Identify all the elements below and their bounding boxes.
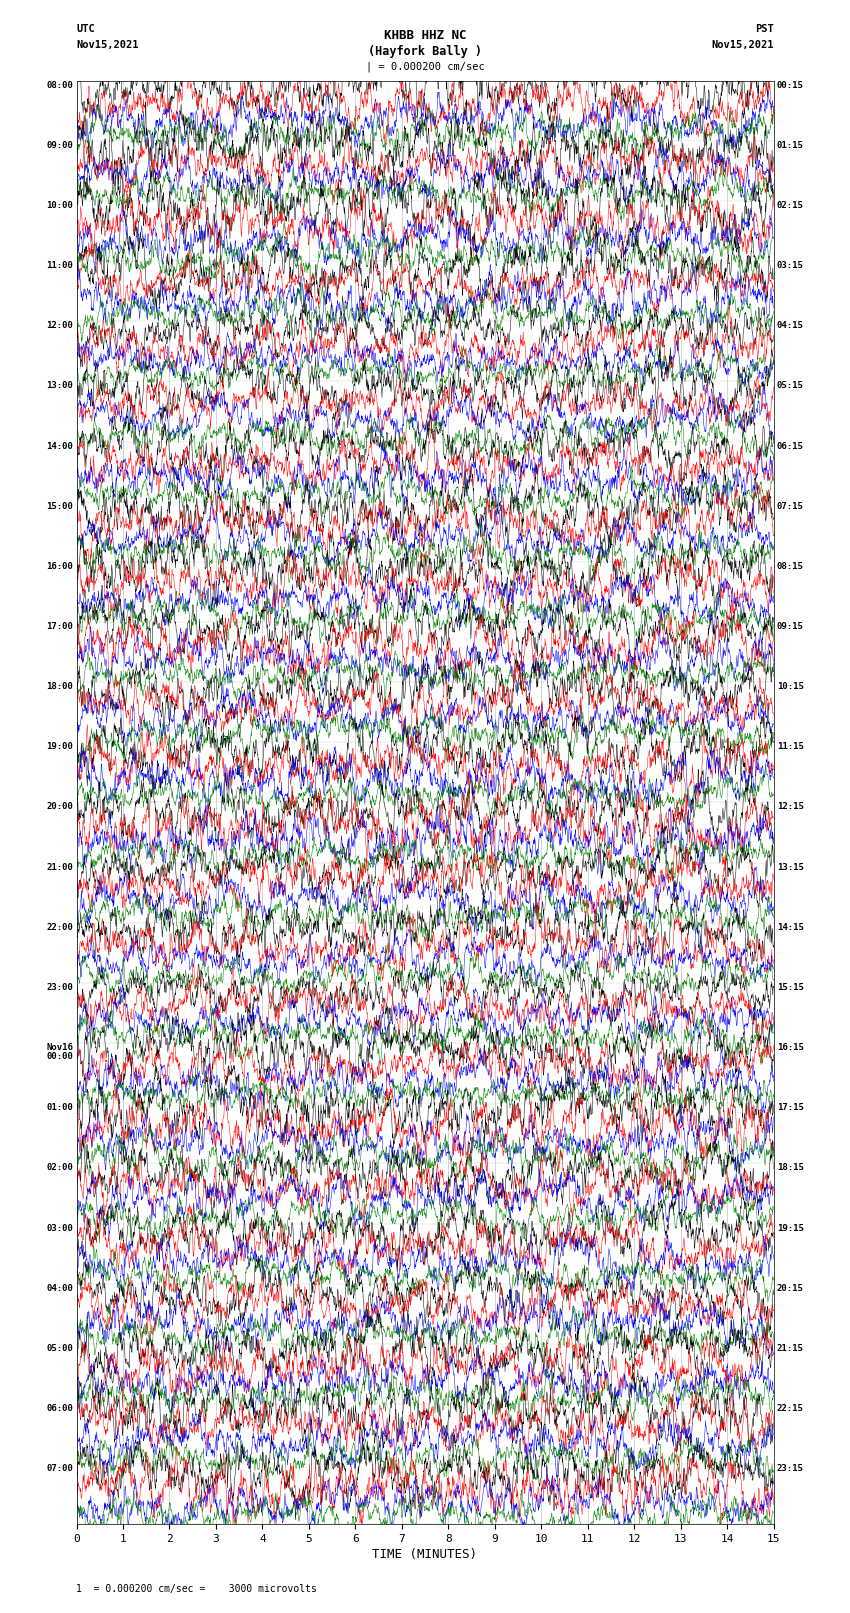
Text: 18:15: 18:15 xyxy=(777,1163,804,1173)
Text: 14:15: 14:15 xyxy=(777,923,804,932)
X-axis label: TIME (MINUTES): TIME (MINUTES) xyxy=(372,1548,478,1561)
Text: 23:15: 23:15 xyxy=(777,1465,804,1473)
Text: 15:00: 15:00 xyxy=(46,502,73,511)
Text: 03:15: 03:15 xyxy=(777,261,804,269)
Text: 15:15: 15:15 xyxy=(777,982,804,992)
Text: 05:00: 05:00 xyxy=(46,1344,73,1353)
Text: Nov15,2021: Nov15,2021 xyxy=(711,40,774,50)
Text: 00:00: 00:00 xyxy=(46,1052,73,1061)
Text: 01:00: 01:00 xyxy=(46,1103,73,1113)
Text: 10:00: 10:00 xyxy=(46,202,73,210)
Text: 13:15: 13:15 xyxy=(777,863,804,871)
Text: 12:15: 12:15 xyxy=(777,803,804,811)
Text: KHBB HHZ NC: KHBB HHZ NC xyxy=(383,29,467,42)
Text: UTC: UTC xyxy=(76,24,95,34)
Text: 17:15: 17:15 xyxy=(777,1103,804,1113)
Text: 11:00: 11:00 xyxy=(46,261,73,269)
Text: | = 0.000200 cm/sec: | = 0.000200 cm/sec xyxy=(366,61,484,73)
Text: 21:15: 21:15 xyxy=(777,1344,804,1353)
Text: 16:00: 16:00 xyxy=(46,561,73,571)
Text: 09:00: 09:00 xyxy=(46,140,73,150)
Text: (Hayfork Bally ): (Hayfork Bally ) xyxy=(368,45,482,58)
Text: 20:00: 20:00 xyxy=(46,803,73,811)
Text: 05:15: 05:15 xyxy=(777,381,804,390)
Text: 23:00: 23:00 xyxy=(46,982,73,992)
Text: PST: PST xyxy=(755,24,774,34)
Text: 20:15: 20:15 xyxy=(777,1284,804,1292)
Text: 14:00: 14:00 xyxy=(46,442,73,450)
Text: 22:00: 22:00 xyxy=(46,923,73,932)
Text: 08:15: 08:15 xyxy=(777,561,804,571)
Text: 01:15: 01:15 xyxy=(777,140,804,150)
Text: 04:15: 04:15 xyxy=(777,321,804,331)
Text: 22:15: 22:15 xyxy=(777,1403,804,1413)
Text: Nov15,2021: Nov15,2021 xyxy=(76,40,139,50)
Text: 04:00: 04:00 xyxy=(46,1284,73,1292)
Text: 00:15: 00:15 xyxy=(777,81,804,90)
Text: 16:15: 16:15 xyxy=(777,1044,804,1052)
Text: 06:15: 06:15 xyxy=(777,442,804,450)
Text: 1  = 0.000200 cm/sec =    3000 microvolts: 1 = 0.000200 cm/sec = 3000 microvolts xyxy=(76,1584,317,1594)
Text: 02:15: 02:15 xyxy=(777,202,804,210)
Text: 17:00: 17:00 xyxy=(46,623,73,631)
Text: 19:00: 19:00 xyxy=(46,742,73,752)
Text: 12:00: 12:00 xyxy=(46,321,73,331)
Text: 10:15: 10:15 xyxy=(777,682,804,690)
Text: Nov16: Nov16 xyxy=(46,1044,73,1052)
Text: 09:15: 09:15 xyxy=(777,623,804,631)
Text: 02:00: 02:00 xyxy=(46,1163,73,1173)
Text: 21:00: 21:00 xyxy=(46,863,73,871)
Text: 08:00: 08:00 xyxy=(46,81,73,90)
Text: 03:00: 03:00 xyxy=(46,1224,73,1232)
Text: 11:15: 11:15 xyxy=(777,742,804,752)
Text: 19:15: 19:15 xyxy=(777,1224,804,1232)
Text: 13:00: 13:00 xyxy=(46,381,73,390)
Text: 07:15: 07:15 xyxy=(777,502,804,511)
Text: 07:00: 07:00 xyxy=(46,1465,73,1473)
Text: 06:00: 06:00 xyxy=(46,1403,73,1413)
Text: 18:00: 18:00 xyxy=(46,682,73,690)
